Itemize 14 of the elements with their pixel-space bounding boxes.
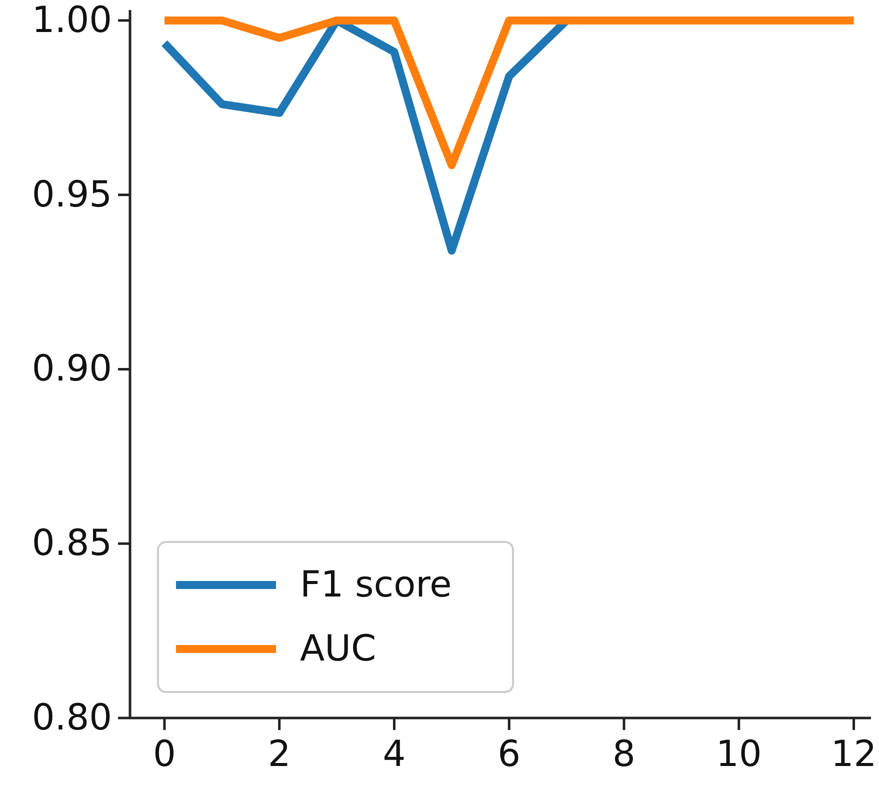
y-tick-label: 0.95 xyxy=(32,174,112,216)
y-tick-label: 0.85 xyxy=(32,523,112,564)
y-tick-label: 0.80 xyxy=(32,698,112,738)
x-tick-label: 2 xyxy=(268,734,291,775)
x-tick-label: 10 xyxy=(716,734,762,775)
x-tick-label: 6 xyxy=(498,734,521,775)
legend-label: F1 score xyxy=(300,564,452,606)
x-tick-label: 4 xyxy=(382,734,406,775)
x-tick-label: 0 xyxy=(153,734,176,775)
y-tick-label: 0.90 xyxy=(32,348,112,390)
legend-label: AUC xyxy=(300,628,376,670)
x-tick-label: 8 xyxy=(612,734,636,775)
x-tick-label: 12 xyxy=(830,734,877,775)
y-tick-label: 1.00 xyxy=(32,0,112,41)
